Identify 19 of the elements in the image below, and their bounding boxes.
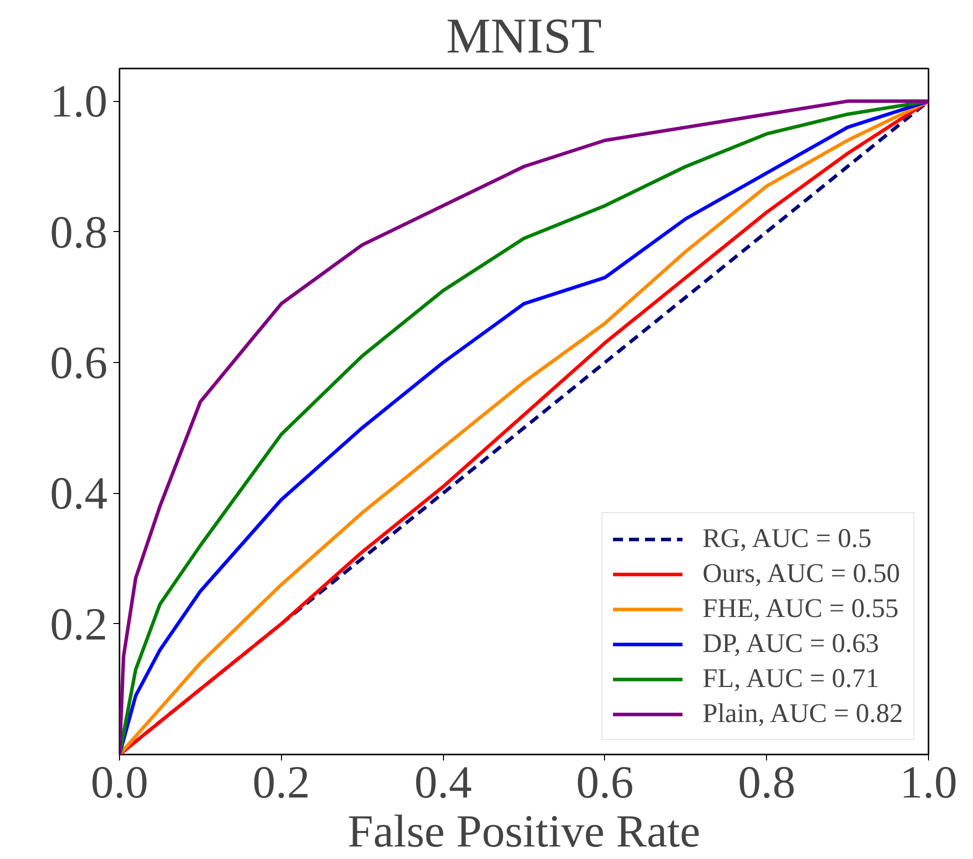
legend-label: FHE, AUC = 0.55 [702, 593, 899, 624]
x-tick-label: 0.4 [414, 756, 472, 808]
y-tick-label: 1.0 [50, 76, 108, 127]
legend-label: DP, AUC = 0.63 [702, 628, 880, 659]
y-tick-label: 0.6 [50, 337, 108, 388]
x-tick-label: 1.0 [900, 756, 958, 808]
x-tick-label: 0.0 [90, 756, 148, 808]
x-tick-label: 0.8 [738, 756, 796, 808]
legend-label: FL, AUC = 0.71 [702, 663, 880, 694]
legend-label: Plain, AUC = 0.82 [702, 698, 903, 729]
y-tick-label: 0.8 [50, 206, 108, 258]
x-tick-label: 0.6 [576, 756, 634, 808]
x-tick-label: 0.2 [252, 756, 310, 808]
x-axis-title: False Positive Rate [348, 806, 700, 856]
y-tick-label: 0.2 [50, 598, 108, 650]
y-tick-label: 0.4 [50, 468, 108, 519]
legend-label: RG, AUC = 0.5 [702, 523, 872, 554]
legend-label: Ours, AUC = 0.50 [702, 558, 900, 589]
chart-title: MNIST [446, 8, 602, 64]
